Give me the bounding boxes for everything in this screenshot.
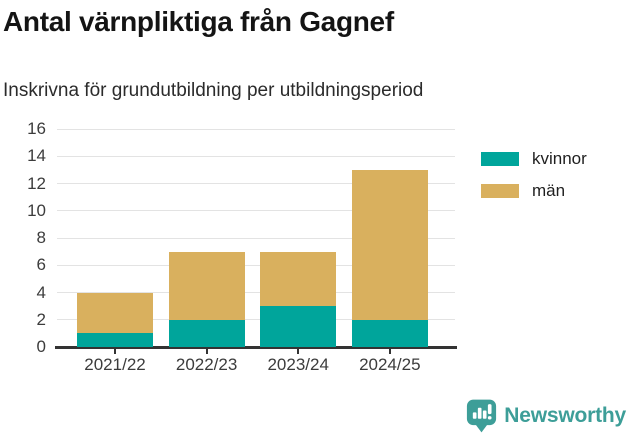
x-axis-tick [388,348,391,354]
bar-segment-kvinnor [351,319,428,347]
x-axis-labels: 2021/22 2022/23 2023/24 2024/25 [57,355,455,379]
legend-label: kvinnor [532,149,587,168]
x-axis-label: 2022/23 [175,355,238,374]
logo-bar-icon [473,412,477,419]
legend-label: män [532,181,566,200]
legend-swatch [481,184,519,198]
y-axis-label: 8 [36,228,46,247]
legend-item-kvinnor: kvinnor [481,149,587,169]
gridline [57,237,455,239]
y-axis-labels: 0 2 4 6 8 10 12 14 16 [0,119,46,356]
y-axis-label: 4 [36,282,46,302]
y-axis-label: 0 [36,337,46,356]
y-axis-label: 6 [36,255,46,275]
gridline [57,319,455,321]
bar-segment-kvinnor [77,333,153,347]
gridline [57,264,455,266]
bar-segment-män [168,251,245,320]
newsworthy-logo-text: Newsworthy [504,404,626,427]
chart-title: Antal värnpliktiga från Gagnef [3,6,394,37]
y-axis-label: 12 [27,173,46,193]
gridline [57,128,455,130]
gridline [57,183,455,184]
x-axis-label: 2021/22 [84,355,146,374]
y-axis-label: 16 [27,119,46,138]
y-axis-label: 2 [36,309,46,329]
logo-exclamation-dot-icon [488,416,492,420]
chart-subtitle: Inskrivna för grundutbildning per utbild… [3,80,424,101]
bar-segment-kvinnor [168,319,245,347]
x-axis-label: 2023/24 [267,355,329,374]
bar-segment-män [351,169,428,320]
legend-swatch [481,152,519,166]
logo-bar-icon [483,410,487,419]
y-axis-label: 10 [27,200,46,220]
x-axis-tick [114,348,116,354]
x-axis-line [55,346,457,349]
legend: kvinnor män [481,149,587,201]
gridline [57,210,455,212]
bar-segment-män [260,251,337,307]
newsworthy-logo: Newsworthy [466,398,626,434]
logo-exclamation-icon [488,404,492,415]
bar-segment-kvinnor [260,306,337,347]
x-axis-tick [205,348,208,354]
x-axis-tick [297,348,300,354]
plot-area [55,128,457,354]
gridline [57,155,455,157]
x-axis-label: 2024/25 [359,355,421,374]
bar-segment-män [77,292,153,334]
logo-bar-icon [478,407,482,419]
newsworthy-logo-icon [467,399,497,433]
gridline [57,292,455,293]
legend-item-män: män [481,181,587,201]
y-axis-label: 14 [27,146,46,166]
